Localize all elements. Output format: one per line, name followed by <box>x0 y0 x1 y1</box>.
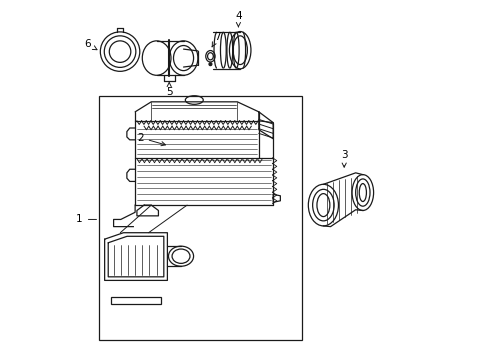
Text: 1: 1 <box>76 215 96 224</box>
Text: 4: 4 <box>235 11 241 27</box>
Text: 2: 2 <box>137 133 165 146</box>
Text: 5: 5 <box>165 82 172 97</box>
Text: 3: 3 <box>340 150 347 167</box>
Text: 7: 7 <box>212 32 221 47</box>
Bar <box>99 96 301 339</box>
Bar <box>111 297 160 304</box>
Ellipse shape <box>208 63 211 66</box>
Text: 6: 6 <box>84 40 97 50</box>
